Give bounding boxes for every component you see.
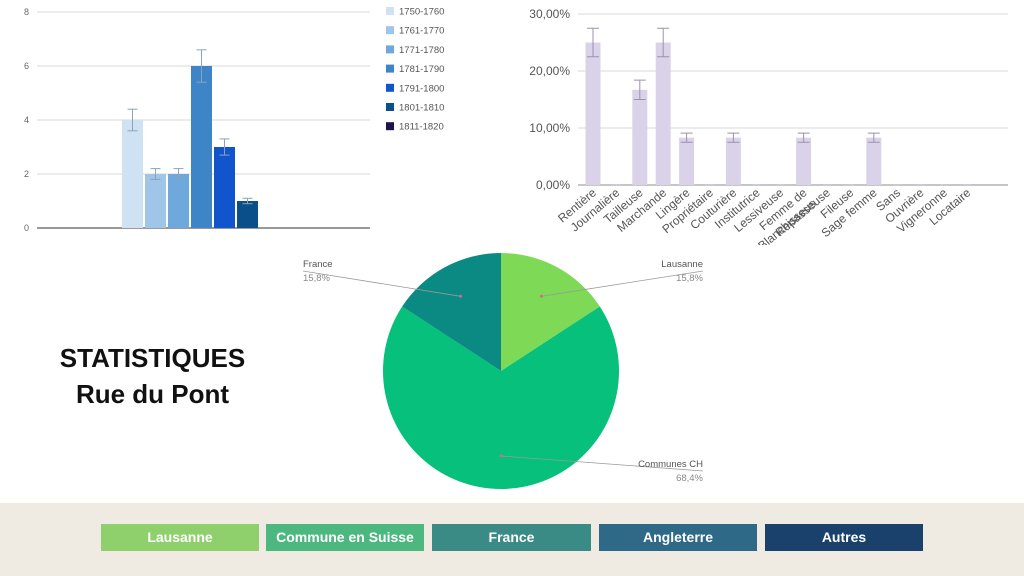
bar-1761-1770	[145, 174, 166, 228]
decades-bars	[122, 49, 258, 228]
legend-swatch-1761-1770	[386, 26, 394, 35]
professions-bars	[585, 27, 972, 186]
decades-y-ticks: 0 2 4 6 8	[24, 7, 29, 233]
legend-label-1791-1800: 1791-1800	[399, 83, 444, 94]
pie-slices	[383, 253, 619, 489]
legend-swatch-1801-1810	[386, 103, 394, 111]
pie-label-name-communes-ch: Communes CH	[638, 459, 703, 470]
leader-dot-france	[459, 294, 463, 298]
leader-dot-communes-ch	[499, 454, 503, 458]
legend-swatch-1811-1820	[386, 122, 394, 131]
bar-rentiere	[585, 42, 601, 185]
legend-label-1811-1820: 1811-1820	[399, 122, 444, 133]
professions-gridlines	[578, 13, 1008, 186]
y-tick-label: 0	[24, 223, 29, 233]
pie-labels: Lausanne 15,8% Communes CH 68,4% France 15,8%	[302, 259, 704, 484]
title-line-2: Rue du Pont	[75, 379, 230, 409]
nav-button-angleterre[interactable]: Angleterre	[599, 524, 757, 551]
pie-label-pct-france: 15,8%	[303, 273, 330, 284]
pie-label-pct-communes-ch: 68,4%	[676, 473, 703, 484]
legend-swatch-1771-1780	[386, 45, 394, 54]
legend-label-1781-1790: 1781-1790	[399, 64, 444, 75]
leader-dot-lausanne	[539, 294, 543, 298]
legend-label-1761-1770: 1761-1770	[399, 26, 444, 37]
nav-button-france[interactable]: France	[432, 524, 591, 551]
pie-slice-communes-ch	[383, 306, 619, 489]
legend-swatch-1750-1760	[386, 7, 394, 15]
y-tick-label: 2	[24, 169, 29, 179]
legend-label-1771-1780: 1771-1780	[399, 45, 444, 56]
legend-swatch-1781-1790	[386, 64, 394, 73]
pie-slice-lausanne	[501, 253, 600, 371]
bar-couturiere	[725, 137, 741, 185]
leader-line-communes-ch	[500, 455, 704, 472]
legend-label-1750-1760: 1750-1760	[399, 7, 444, 18]
bar-1801-1810	[237, 201, 258, 228]
bar-1791-1800	[214, 147, 235, 228]
pie-label-name-lausanne: Lausanne	[661, 259, 703, 270]
y-tick-label: 20,00%	[529, 64, 570, 78]
bar-marchande	[655, 42, 671, 185]
y-tick-label: 4	[24, 115, 29, 125]
y-tick-label: 0,00%	[536, 178, 570, 192]
origins-pie-chart: Lausanne 15,8% Communes CH 68,4% France 15,8%	[302, 253, 704, 489]
legend-label-1801-1810: 1801-1810	[399, 103, 444, 114]
bar-tailleuse	[632, 89, 648, 185]
y-tick-label: 8	[24, 7, 29, 17]
bar-sage-femme	[866, 137, 882, 185]
leader-line-france	[302, 270, 461, 297]
y-tick-label: 6	[24, 61, 29, 71]
bar-femme-de-blanchisseus	[796, 137, 812, 185]
nav-button-commune-en-suisse[interactable]: Commune en Suisse	[266, 524, 424, 551]
legend-swatch-1791-1800	[386, 83, 394, 92]
bar-1771-1780	[168, 174, 189, 228]
bar-lingere	[679, 137, 695, 185]
pie-label-name-france: France	[303, 259, 333, 270]
pie-label-pct-lausanne: 15,8%	[676, 273, 703, 284]
nav-button-autres[interactable]: Autres	[765, 524, 923, 551]
bar-1750-1760	[122, 120, 143, 228]
y-tick-label: 10,00%	[529, 121, 570, 135]
bottom-nav-bar: Lausanne Commune en Suisse France Anglet…	[0, 503, 1024, 576]
nav-button-lausanne[interactable]: Lausanne	[101, 524, 259, 551]
leader-line-lausanne	[541, 270, 704, 297]
professions-bar-chart: 0,00% 10,00% 20,00% 30,00% RentièreJournali…	[529, 7, 1008, 245]
professions-x-labels: RentièreJournalièreTailleuseMarchandeLin…	[555, 185, 973, 245]
decades-legend: 1750-1760 1761-1770 1771-1780 1781-1790 1791…	[386, 7, 444, 133]
decades-bar-chart: 0 2 4 6 8 1750-1760 1761-1770 1771-1780 1781-17…	[24, 7, 444, 234]
title-line-1: STATISTIQUES	[59, 343, 246, 373]
bar-1781-1790	[191, 66, 212, 228]
professions-y-ticks: 0,00% 10,00% 20,00% 30,00%	[529, 7, 570, 192]
pie-slice-france	[402, 253, 501, 371]
y-tick-label: 30,00%	[529, 7, 570, 21]
page-title: STATISTIQUES Rue du Pont	[40, 340, 265, 412]
